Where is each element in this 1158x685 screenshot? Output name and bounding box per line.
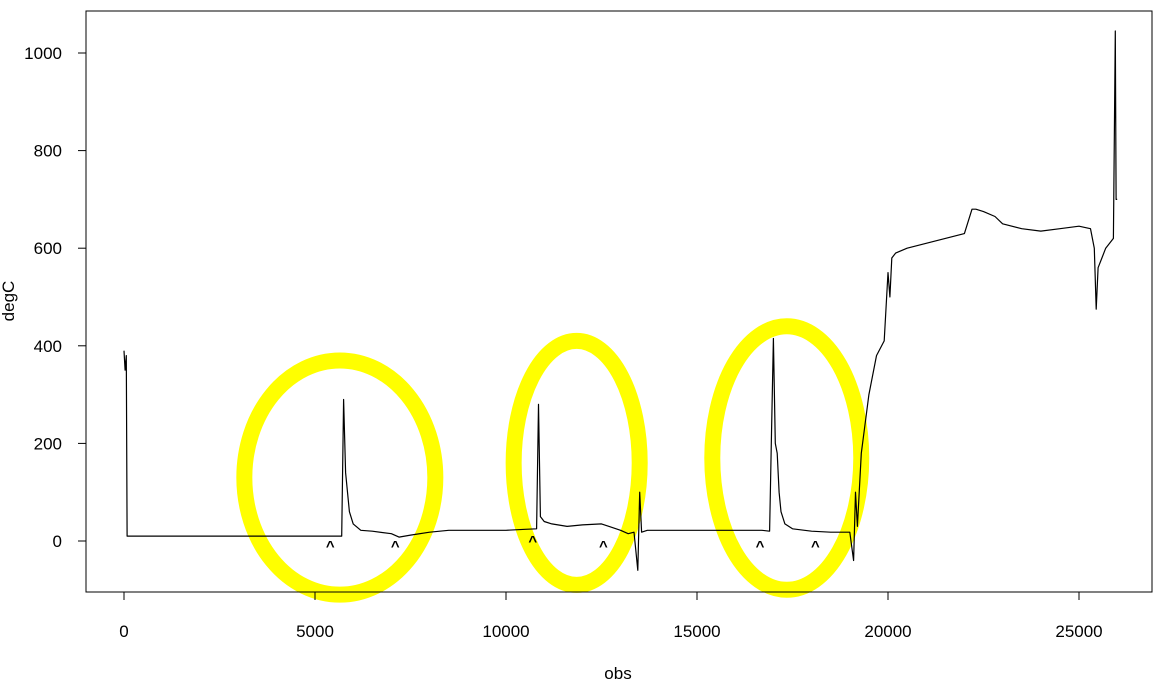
y-tick-label: 600 [34, 239, 62, 258]
series-line-1 [123, 30, 1118, 571]
highlight-ellipse-3 [704, 318, 870, 598]
caret-marker-4: ^ [599, 538, 608, 555]
x-tick-label: 15000 [673, 622, 720, 641]
x-tick-label: 0 [119, 622, 128, 641]
x-tick-label: 5000 [296, 622, 334, 641]
caret-marker-1: ^ [326, 538, 335, 555]
y-tick-label: 200 [34, 434, 62, 453]
x-tick-label: 20000 [864, 622, 911, 641]
x-axis-title: obs [604, 664, 631, 680]
y-tick-label: 800 [34, 142, 62, 161]
series-layer [123, 30, 1118, 571]
marker-annotations: ^ ^ ^ ^ ^ ^ [326, 533, 820, 555]
x-axis: 0 5000 10000 15000 20000 25000 [119, 591, 1103, 641]
highlight-ellipse-1 [236, 352, 444, 603]
y-axis-title: degC [0, 281, 18, 322]
caret-marker-2: ^ [391, 538, 400, 555]
x-tick-label: 10000 [482, 622, 529, 641]
y-axis: 0 200 400 600 800 1000 [24, 44, 87, 551]
highlight-ellipse-2 [505, 332, 648, 593]
highlight-annotations [236, 318, 870, 603]
caret-marker-5: ^ [756, 538, 765, 555]
y-tick-label: 1000 [24, 44, 62, 63]
caret-marker-3: ^ [528, 533, 537, 550]
x-tick-label: 25000 [1055, 622, 1102, 641]
y-tick-label: 400 [34, 337, 62, 356]
y-tick-label: 0 [53, 532, 62, 551]
caret-marker-6: ^ [811, 538, 820, 555]
